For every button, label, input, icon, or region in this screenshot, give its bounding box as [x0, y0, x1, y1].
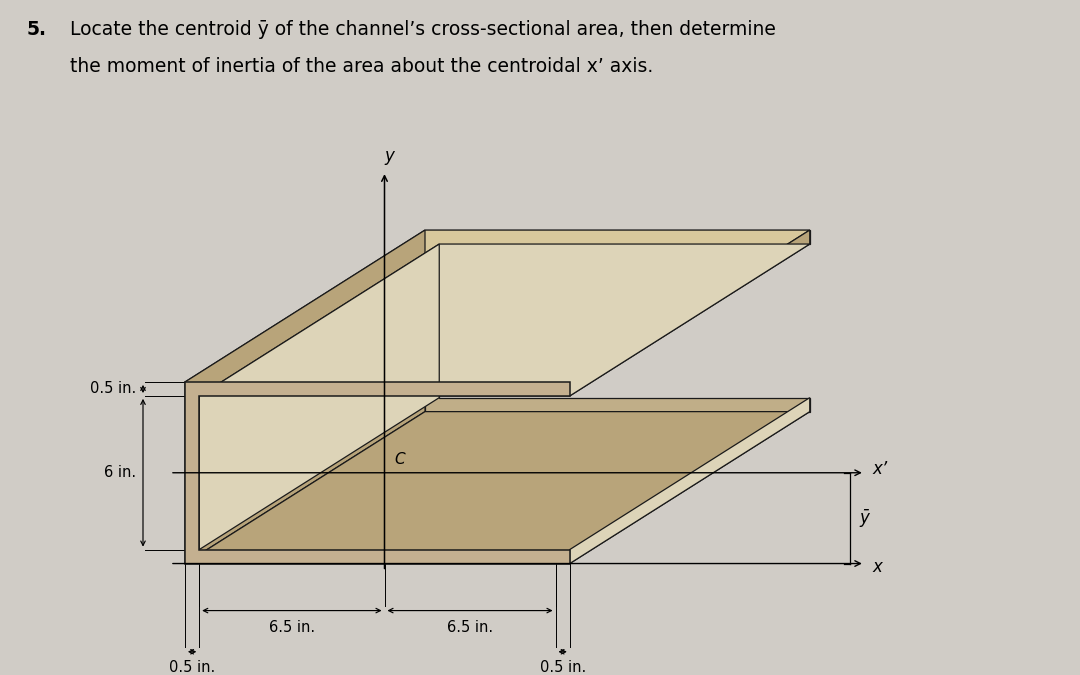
Text: x’: x’	[873, 460, 888, 478]
Text: 0.5 in.: 0.5 in.	[90, 381, 136, 396]
Polygon shape	[185, 382, 570, 564]
Polygon shape	[185, 230, 810, 382]
Text: the moment of inertia of the area about the centroidal x’ axis.: the moment of inertia of the area about …	[70, 57, 653, 76]
Text: y: y	[384, 147, 394, 165]
Text: 5.: 5.	[27, 20, 48, 39]
Polygon shape	[185, 230, 426, 564]
Text: 0.5 in.: 0.5 in.	[540, 659, 585, 674]
Text: ȳ: ȳ	[860, 509, 869, 527]
Text: 6.5 in.: 6.5 in.	[447, 620, 494, 635]
Polygon shape	[199, 244, 810, 396]
Text: 6.5 in.: 6.5 in.	[269, 620, 315, 635]
Text: C: C	[394, 452, 405, 467]
Text: 0.5 in.: 0.5 in.	[168, 659, 215, 674]
Text: x: x	[873, 558, 882, 576]
Text: 6 in.: 6 in.	[104, 465, 136, 480]
Polygon shape	[199, 244, 440, 549]
Polygon shape	[570, 398, 810, 564]
Polygon shape	[570, 230, 810, 396]
Text: Locate the centroid ȳ of the channel’s cross-sectional area, then determine: Locate the centroid ȳ of the channel’s c…	[70, 20, 777, 39]
Polygon shape	[426, 230, 810, 412]
Polygon shape	[185, 412, 810, 564]
